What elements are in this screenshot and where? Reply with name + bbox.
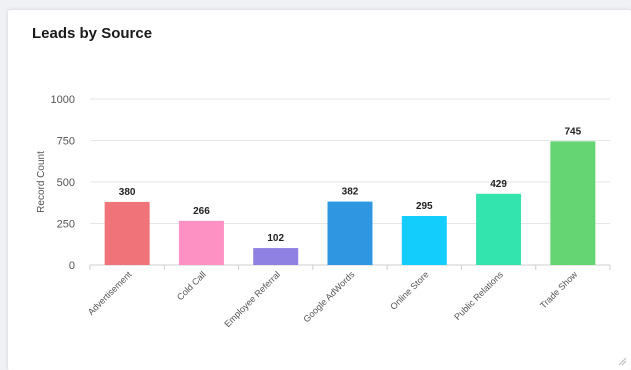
resize-handle-icon[interactable] [617, 356, 627, 366]
x-tick-label: Advertisement [86, 269, 134, 317]
y-tick-label: 0 [69, 260, 75, 272]
x-tick-label: Online Store [388, 269, 430, 311]
data-label: 745 [565, 126, 582, 137]
x-tick-label: Employee Referral [222, 269, 282, 329]
y-tick-label: 1000 [51, 94, 75, 106]
data-label: 382 [342, 187, 359, 198]
chart-title: Leads by Source [32, 25, 153, 42]
bar [476, 193, 522, 265]
data-label: 266 [193, 206, 210, 217]
data-label: 102 [267, 233, 284, 244]
bar [401, 216, 447, 265]
y-tick-label: 500 [57, 177, 75, 189]
x-tick-label: Public Relations [452, 269, 505, 322]
bar [104, 201, 150, 265]
data-label: 429 [490, 179, 507, 190]
bar-chart: 0 250 500 750 1000 Record Count 380 Advertiseme… [36, 94, 611, 329]
y-tick-label: 750 [57, 136, 75, 148]
y-axis-title: Record Count [36, 151, 47, 213]
bar [327, 201, 373, 265]
bar [178, 220, 224, 265]
bar [253, 248, 299, 265]
data-label: 295 [416, 201, 433, 212]
y-tick-label: 250 [57, 219, 75, 231]
x-tick-label: Cold Call [175, 269, 208, 302]
bar [550, 141, 596, 265]
x-tick-label: Google AdWords [301, 269, 356, 324]
chart-card: Leads by Source 0 250 500 750 1000 Record Cou… [8, 10, 631, 370]
x-tick-label: Trade Show [538, 269, 580, 311]
data-label: 380 [119, 187, 136, 198]
